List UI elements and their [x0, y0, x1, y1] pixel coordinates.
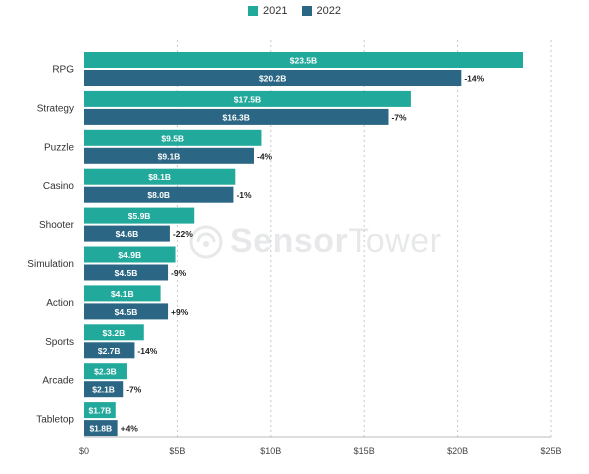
bar-2021: [84, 90, 411, 107]
legend-item-2021[interactable]: 2021: [248, 5, 288, 17]
bar-value-label: $8.1B: [148, 172, 171, 182]
change-label: -7%: [126, 385, 142, 395]
bar-2022: [84, 303, 169, 320]
x-tick-label: $25B: [540, 446, 561, 456]
x-tick-label: $15B: [354, 446, 375, 456]
bar-2022: [84, 420, 118, 437]
bar-2021: [84, 285, 161, 302]
legend-swatch-2021: [248, 6, 259, 16]
bar-value-label: $9.5B: [161, 133, 184, 143]
bar-value-label: $2.3B: [94, 367, 117, 377]
category-label: Arcade: [42, 376, 74, 387]
change-label: +9%: [171, 307, 189, 317]
x-tick-label: $10B: [260, 446, 281, 456]
change-label: -1%: [236, 190, 252, 200]
category-label: Action: [46, 298, 74, 309]
bar-2021: [84, 129, 262, 146]
bar-value-label: $16.3B: [223, 112, 250, 122]
bar-2022: [84, 108, 389, 125]
legend-item-2022[interactable]: 2022: [301, 5, 341, 17]
legend-label-2022: 2022: [316, 5, 341, 17]
category-label: Tabletop: [36, 415, 74, 426]
bar-2022: [84, 147, 254, 164]
bar-2021: [84, 52, 523, 68]
bar-value-label: $4.5B: [115, 307, 138, 317]
bar-value-label: $3.2B: [103, 328, 126, 338]
category-label: Puzzle: [44, 142, 74, 153]
bar-2022: [84, 225, 170, 242]
category-label: RPG: [52, 65, 74, 76]
bar-value-label: $8.0B: [147, 190, 170, 200]
bar-2022: [84, 70, 462, 86]
x-tick-label: $5B: [169, 446, 185, 456]
bar-2022: [84, 342, 135, 359]
change-label: -14%: [464, 74, 484, 84]
change-label: -9%: [171, 268, 187, 278]
category-label: Simulation: [27, 259, 74, 270]
change-label: -4%: [257, 151, 273, 161]
bar-value-label: $1.7B: [89, 406, 112, 416]
x-tick-label: $20B: [447, 446, 468, 456]
bar-value-label: $4.9B: [118, 250, 141, 260]
category-label: Strategy: [37, 103, 74, 114]
bar-value-label: $4.1B: [111, 289, 134, 299]
bar-2021: [84, 207, 195, 224]
change-label: -14%: [137, 346, 157, 356]
legend-label-2021: 2021: [263, 5, 288, 17]
bar-value-label: $20.2B: [259, 74, 286, 84]
bar-2021: [84, 402, 116, 419]
bar-2022: [84, 381, 124, 398]
bar-value-label: $5.9B: [128, 211, 151, 221]
bar-value-label: $17.5B: [234, 94, 261, 104]
bar-value-label: $2.1B: [92, 385, 115, 395]
bar-value-label: $9.1B: [158, 151, 181, 161]
bar-value-label: $2.7B: [98, 346, 121, 356]
bar-2021: [84, 246, 176, 263]
legend-swatch-2022: [301, 6, 312, 16]
change-label: -22%: [173, 229, 193, 239]
bar-value-label: $4.5B: [115, 268, 138, 278]
bar-2021: [84, 168, 236, 185]
category-label: Sports: [45, 337, 74, 348]
bar-value-label: $1.8B: [89, 424, 112, 434]
bar-value-label: $23.5B: [290, 56, 317, 66]
x-tick-label: $0: [79, 446, 89, 456]
bar-2021: [84, 324, 144, 341]
change-label: -7%: [391, 112, 407, 122]
legend: 2021 2022: [0, 5, 589, 17]
bar-value-label: $4.6B: [116, 229, 139, 239]
bar-2021: [84, 363, 127, 380]
change-label: +4%: [121, 424, 139, 434]
category-label: Shooter: [39, 220, 75, 231]
bar-2022: [84, 264, 169, 281]
bar-2022: [84, 186, 234, 203]
category-label: Casino: [43, 181, 75, 192]
